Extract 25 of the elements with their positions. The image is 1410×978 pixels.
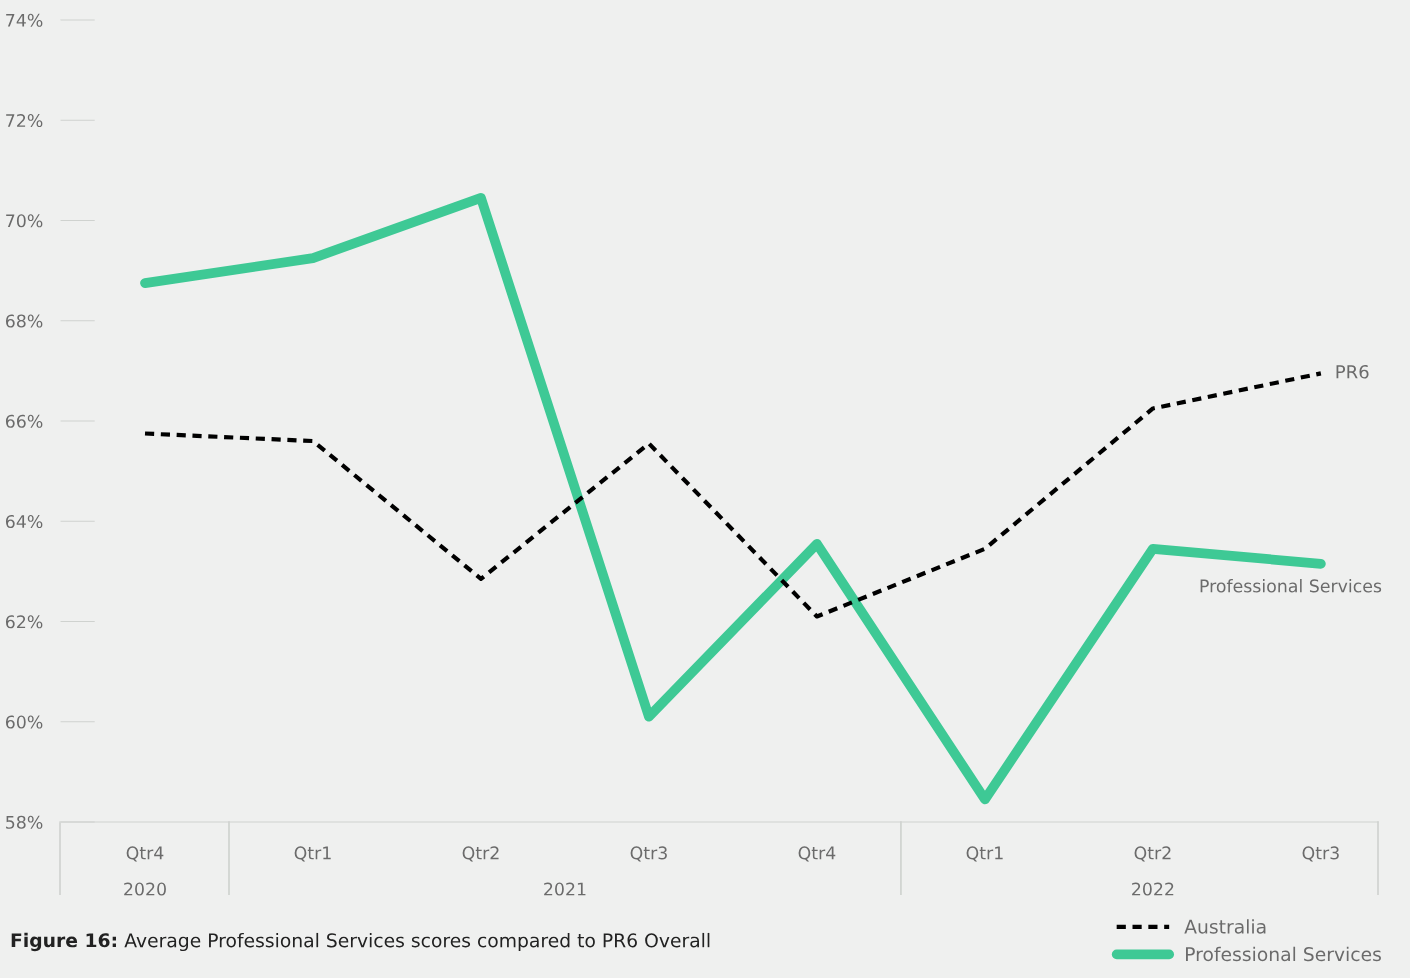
x-tick-label: Qtr2 [1134, 846, 1171, 862]
caption: Figure 16: Average Professional Services scores compared to PR6 Overall [11, 932, 710, 952]
x-tick-label: Qtr4 [126, 846, 164, 862]
y-tick-label: 72% [6, 113, 43, 128]
y-tick-label: 70% [6, 214, 43, 228]
x-tick-label: Qtr3 [630, 846, 667, 862]
text: 2020 [124, 882, 166, 896]
y-tick-label: 68% [5, 314, 43, 328]
y-tick-label: 58% [6, 815, 43, 829]
text: 2021 [544, 882, 586, 896]
y-tick-label: 74% [6, 13, 43, 27]
x-tick-label: Qtr3 [1302, 846, 1339, 862]
y-tick-label: 60% [5, 715, 43, 729]
x-tick-label: Qtr1 [966, 846, 1003, 862]
annotation: Professional Services [1200, 579, 1382, 593]
x-tick-label: Qtr2 [462, 846, 499, 862]
y-tick-label: 66% [5, 414, 43, 428]
text: 2022 [1132, 882, 1174, 896]
x-tick-label: Qtr1 [294, 846, 331, 862]
legend-label: Australia [1184, 919, 1266, 934]
legend-label: Professional Services [1186, 946, 1381, 962]
y-tick-label: 64% [5, 514, 43, 529]
x-tick-label: Qtr4 [798, 846, 836, 862]
y-tick-label: 62% [5, 615, 43, 629]
annotation: PR6 [1336, 364, 1369, 379]
